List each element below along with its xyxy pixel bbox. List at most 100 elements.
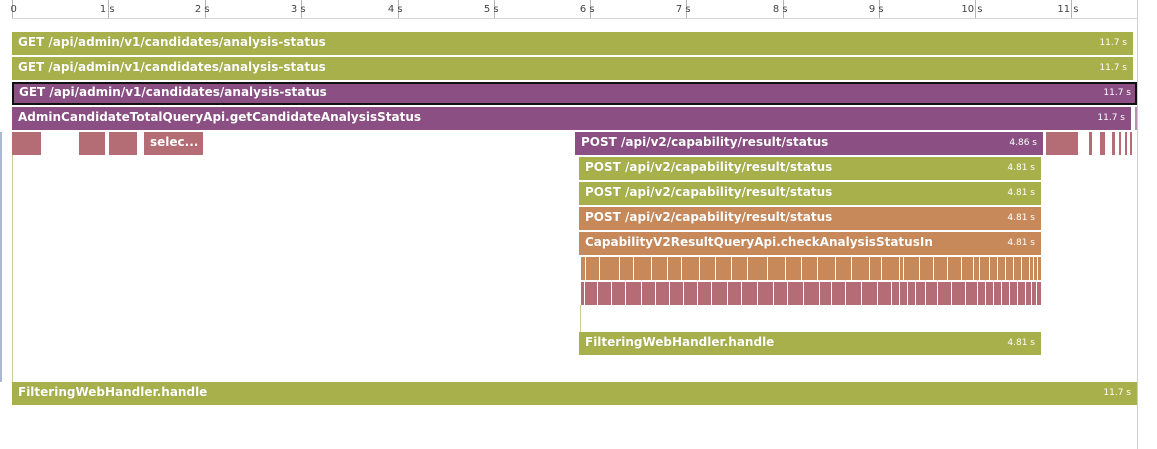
span-capability-check-analysis-status[interactable]: CapabilityV2ResultQueryApi.checkAnalysis… bbox=[579, 232, 1041, 255]
span-fragment[interactable] bbox=[1089, 132, 1092, 155]
span-gap bbox=[1025, 282, 1026, 305]
span-filtering-web-handler-outer[interactable]: FilteringWebHandler.handle 11.7 s bbox=[12, 382, 1137, 405]
selection-edge bbox=[0, 132, 2, 382]
span-gap bbox=[903, 257, 904, 280]
span-gap bbox=[817, 257, 818, 280]
span-gap bbox=[973, 257, 974, 280]
span-gap bbox=[861, 282, 862, 305]
span-label: GET /api/admin/v1/candidates/analysis-st… bbox=[19, 85, 327, 99]
ruler-tick-label: 0 bbox=[10, 4, 17, 15]
span-gap bbox=[727, 282, 728, 305]
ruler-tick bbox=[108, 0, 109, 18]
ruler-tick-label: 2 s bbox=[194, 4, 210, 15]
ruler-tick bbox=[879, 0, 880, 18]
span-duration: 4.81 s bbox=[1007, 238, 1035, 248]
ruler-tick bbox=[301, 0, 302, 18]
span-gap bbox=[989, 257, 990, 280]
span-gap bbox=[925, 282, 926, 305]
span-gap bbox=[619, 257, 620, 280]
child-spans-streak-rose[interactable] bbox=[581, 282, 1041, 305]
span-gap bbox=[961, 257, 962, 280]
ruler-tick bbox=[1071, 0, 1072, 18]
span-label: POST /api/v2/capability/result/status bbox=[585, 210, 833, 224]
span-gap bbox=[1001, 282, 1002, 305]
span-gap bbox=[683, 282, 684, 305]
ruler-tick-label: 9 s bbox=[868, 4, 884, 15]
span-gap bbox=[951, 282, 952, 305]
time-cursor-line bbox=[1137, 0, 1138, 449]
span-gap bbox=[667, 257, 668, 280]
span-gap bbox=[611, 282, 612, 305]
span-duration: 4.81 s bbox=[1007, 188, 1035, 198]
span-fragment[interactable] bbox=[1112, 132, 1115, 155]
ruler-tick bbox=[975, 0, 976, 18]
span-fragment[interactable] bbox=[1130, 132, 1132, 155]
span-gap bbox=[757, 282, 758, 305]
span-gap bbox=[1036, 282, 1037, 305]
span-get-analysis-status-selected[interactable]: GET /api/admin/v1/candidates/analysis-st… bbox=[12, 82, 1137, 105]
span-gap bbox=[915, 282, 916, 305]
ruler-tick-label: 6 s bbox=[579, 4, 595, 15]
span-gap bbox=[1021, 257, 1022, 280]
span-fragment[interactable] bbox=[1046, 132, 1078, 155]
span-gap bbox=[907, 282, 908, 305]
span-fragment[interactable] bbox=[1119, 132, 1121, 155]
span-gap bbox=[979, 257, 980, 280]
ruler-tick-label: 10 s bbox=[961, 4, 983, 15]
span-gap bbox=[919, 257, 920, 280]
span-admin-candidate-total-query[interactable]: AdminCandidateTotalQueryApi.getCandidate… bbox=[12, 107, 1131, 130]
span-label: FilteringWebHandler.handle bbox=[585, 335, 775, 349]
span-gap bbox=[625, 282, 626, 305]
span-gap bbox=[633, 257, 634, 280]
span-select-fragment[interactable] bbox=[109, 132, 137, 155]
child-spans-streak-orange[interactable] bbox=[581, 257, 1041, 280]
ruler-tick-label: 1 s bbox=[99, 4, 115, 15]
span-duration: 4.81 s bbox=[1007, 163, 1035, 173]
span-gap bbox=[877, 282, 878, 305]
span-gap bbox=[1009, 282, 1010, 305]
span-gap bbox=[819, 282, 820, 305]
span-gap bbox=[933, 257, 934, 280]
ruler-baseline bbox=[12, 18, 1137, 19]
span-gap bbox=[869, 257, 870, 280]
span-label: POST /api/v2/capability/result/status bbox=[585, 185, 833, 199]
span-duration: 11.7 s bbox=[1103, 88, 1131, 98]
span-post-capability-status-4[interactable]: POST /api/v2/capability/result/status 4.… bbox=[579, 207, 1041, 230]
ruler-tick bbox=[686, 0, 687, 18]
span-gap bbox=[787, 282, 788, 305]
span-gap bbox=[584, 282, 585, 305]
span-filtering-web-handler-inner[interactable]: FilteringWebHandler.handle 4.81 s bbox=[579, 332, 1041, 355]
span-gap bbox=[1037, 257, 1038, 280]
span-gap bbox=[937, 282, 938, 305]
span-gap bbox=[977, 282, 978, 305]
span-select-query[interactable]: selec... bbox=[144, 132, 203, 155]
span-fragment[interactable] bbox=[1125, 132, 1127, 155]
span-fragment[interactable] bbox=[1135, 107, 1137, 130]
ruler-tick-label: 4 s bbox=[387, 4, 403, 15]
span-fragment[interactable] bbox=[1100, 132, 1105, 155]
span-get-analysis-status-1[interactable]: GET /api/admin/v1/candidates/analysis-st… bbox=[12, 32, 1133, 55]
span-duration: 4.81 s bbox=[1007, 213, 1035, 223]
span-select-fragment[interactable] bbox=[79, 132, 105, 155]
span-post-capability-status-2[interactable]: POST /api/v2/capability/result/status 4.… bbox=[579, 157, 1041, 180]
span-label: POST /api/v2/capability/result/status bbox=[581, 135, 829, 149]
span-gap bbox=[655, 282, 656, 305]
ruler-tick-label: 11 s bbox=[1057, 4, 1079, 15]
span-get-analysis-status-2[interactable]: GET /api/admin/v1/candidates/analysis-st… bbox=[12, 57, 1133, 80]
span-gap bbox=[1017, 282, 1018, 305]
span-duration: 11.7 s bbox=[1097, 113, 1125, 123]
span-gap bbox=[899, 282, 900, 305]
ruler-tick-label: 3 s bbox=[290, 4, 306, 15]
ruler-tick bbox=[494, 0, 495, 18]
span-post-capability-status-3[interactable]: POST /api/v2/capability/result/status 4.… bbox=[579, 182, 1041, 205]
span-duration: 11.7 s bbox=[1099, 38, 1127, 48]
span-gap bbox=[599, 257, 600, 280]
span-post-capability-status-1[interactable]: POST /api/v2/capability/result/status 4.… bbox=[575, 132, 1043, 155]
span-label: AdminCandidateTotalQueryApi.getCandidate… bbox=[18, 110, 422, 124]
ruler-tick bbox=[590, 0, 591, 18]
span-select-fragment[interactable] bbox=[12, 132, 41, 155]
span-gap bbox=[965, 282, 966, 305]
span-label: POST /api/v2/capability/result/status bbox=[585, 160, 833, 174]
span-gap bbox=[891, 282, 892, 305]
